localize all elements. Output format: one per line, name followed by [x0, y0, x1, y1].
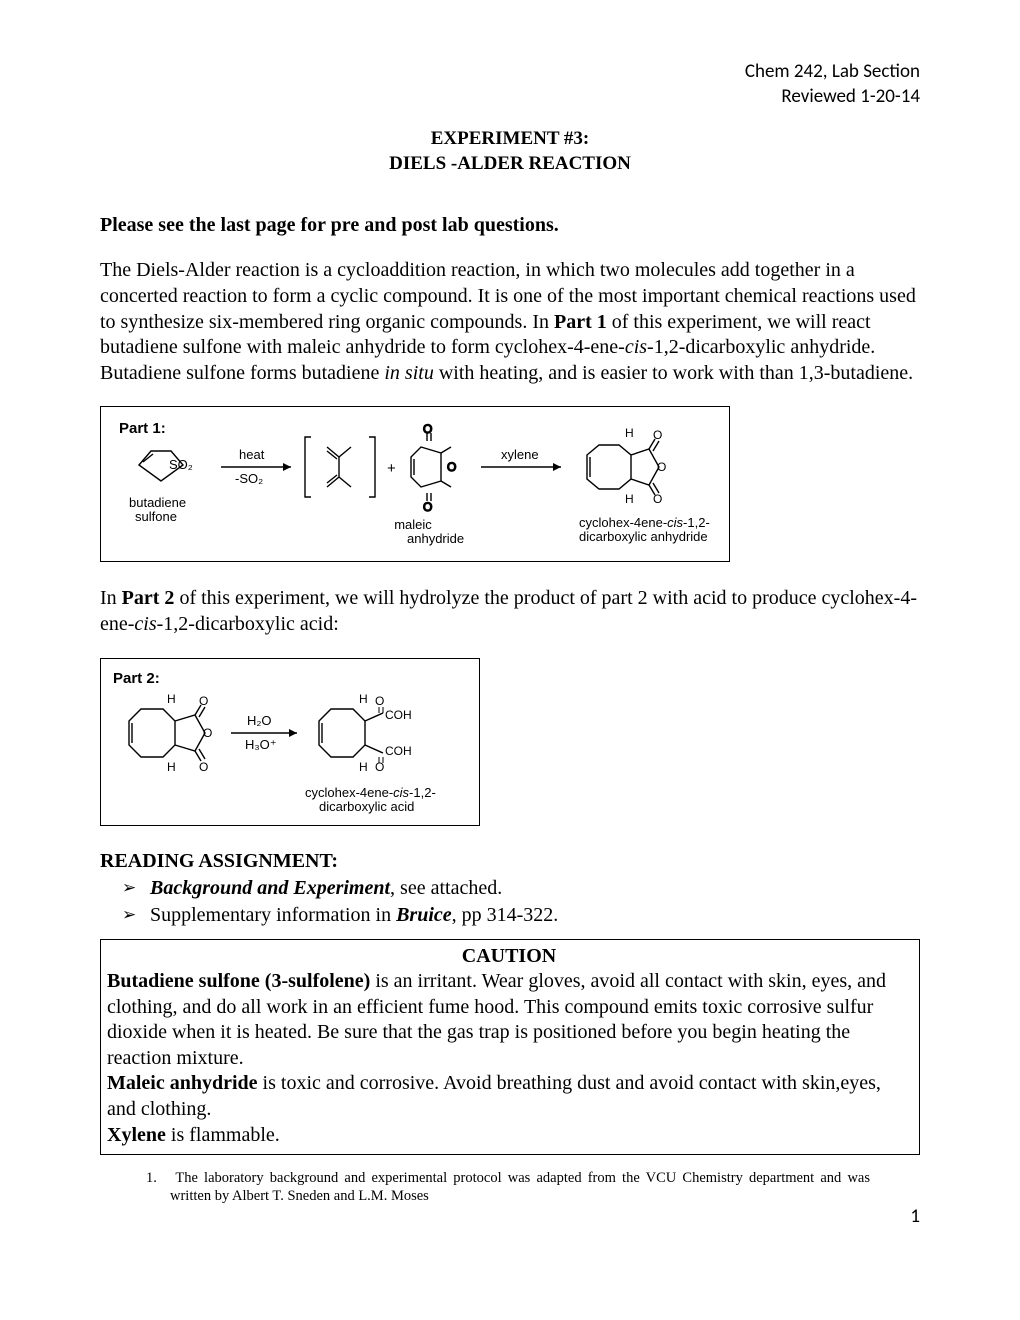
- svg-text:O: O: [199, 760, 208, 774]
- svg-text:O: O: [653, 428, 662, 442]
- fig2-product-l2: dicarboxylic acid: [319, 799, 414, 814]
- reading-2b: Bruice: [396, 904, 452, 926]
- fig1-maleic-l1: maleic: [394, 517, 432, 532]
- intro-insitu: in situ: [384, 362, 433, 384]
- fig1-product-l2: dicarboxylic anhydride: [579, 529, 708, 544]
- svg-text:O: O: [423, 500, 432, 514]
- figure-part1-svg: Part 1: SO₂ butadiene sulfone heat -SO₂ …: [101, 407, 731, 563]
- reading-header: READING ASSIGNMENT:: [100, 850, 920, 873]
- fig1-heat: heat: [239, 447, 265, 462]
- title-block: EXPERIMENT #3: DIELS -ALDER REACTION: [100, 127, 920, 176]
- fig1-part-label: Part 1:: [119, 420, 166, 437]
- caution-s1: Butadiene sulfone (3-sulfolene) is an ir…: [107, 969, 911, 1071]
- figure-part2-svg: Part 2: O O O H H H₂O H₃O⁺: [101, 659, 481, 827]
- fig2-part-label: Part 2:: [113, 670, 160, 687]
- part2-paragraph: In Part 2 of this experiment, we will hy…: [100, 586, 920, 637]
- svg-text:O: O: [657, 460, 666, 474]
- intro-cis: cis: [625, 336, 647, 358]
- fig1-maleic-l2: anhydride: [407, 531, 464, 546]
- fig2-coh1: COH: [385, 708, 412, 722]
- figure-part1: Part 1: SO₂ butadiene sulfone heat -SO₂ …: [100, 406, 730, 562]
- reading-list: Background and Experiment, see attached.…: [100, 875, 920, 929]
- svg-text:H: H: [625, 492, 634, 506]
- caution-box: CAUTION Butadiene sulfone (3-sulfolene) …: [100, 939, 920, 1156]
- intro-paragraph: The Diels-Alder reaction is a cycloaddit…: [100, 258, 920, 386]
- reading-item-1: Background and Experiment, see attached.: [150, 875, 920, 902]
- fig1-product-l1: cyclohex-4ene-cis-1,2-: [579, 515, 710, 530]
- reading-1a: Background and Experiment: [150, 877, 390, 899]
- caution-s2: Maleic anhydride is toxic and corrosive.…: [107, 1071, 911, 1122]
- prelab-notice: Please see the last page for pre and pos…: [100, 213, 920, 239]
- p2-a: In: [100, 587, 122, 609]
- svg-text:O: O: [423, 422, 432, 436]
- svg-text:H: H: [625, 426, 634, 440]
- fig2-h3o: H₃O⁺: [245, 737, 277, 752]
- c-s1a: Butadiene sulfone (3-sulfolene): [107, 970, 370, 992]
- svg-text:H: H: [167, 692, 176, 706]
- reading-1b: , see attached.: [390, 877, 502, 899]
- header-line1: Chem 242, Lab Section: [100, 60, 920, 85]
- svg-text:O: O: [447, 460, 456, 474]
- intro-text-g: with heating, and is easier to work with…: [434, 362, 913, 384]
- fig2-h2o: H₂O: [247, 713, 272, 728]
- svg-text:H: H: [359, 760, 368, 774]
- fig1-butadiene-l1: butadiene: [129, 495, 186, 510]
- c-s3b: is flammable.: [166, 1124, 280, 1146]
- p2-b: Part 2: [122, 587, 175, 609]
- reading-item-2: Supplementary information in Bruice, pp …: [150, 902, 920, 929]
- caution-title: CAUTION: [107, 944, 911, 970]
- footnote-num: 1.: [146, 1170, 157, 1186]
- fig1-minus-so2: -SO₂: [235, 471, 263, 486]
- svg-text:H: H: [359, 692, 368, 706]
- c-s2a: Maleic anhydride: [107, 1072, 258, 1094]
- page-number: 1: [910, 1205, 920, 1228]
- intro-part1: Part 1: [554, 311, 607, 333]
- p2-d: cis: [134, 613, 156, 635]
- fig1-xylene: xylene: [501, 447, 539, 462]
- fig1-plus: +: [387, 460, 396, 477]
- svg-text:O: O: [203, 726, 212, 740]
- svg-text:O: O: [653, 492, 662, 506]
- footnote-text: The laboratory background and experiment…: [170, 1170, 870, 1204]
- header-block: Chem 242, Lab Section Reviewed 1-20-14: [100, 60, 920, 109]
- footnote: 1. The laboratory background and experim…: [100, 1169, 870, 1205]
- header-line2: Reviewed 1-20-14: [100, 85, 920, 110]
- p2-e: -1,2-dicarboxylic acid:: [157, 613, 339, 635]
- title-line1: EXPERIMENT #3:: [100, 127, 920, 152]
- svg-text:O: O: [375, 694, 384, 708]
- reading-2a: Supplementary information in: [150, 904, 396, 926]
- svg-text:O: O: [199, 694, 208, 708]
- caution-s3: Xylene is flammable.: [107, 1123, 911, 1149]
- title-line2: DIELS -ALDER REACTION: [100, 152, 920, 177]
- svg-text:H: H: [167, 760, 176, 774]
- fig2-product-l1: cyclohex-4ene-cis-1,2-: [305, 785, 436, 800]
- fig1-butadiene-l2: sulfone: [135, 509, 177, 524]
- c-s3a: Xylene: [107, 1124, 166, 1146]
- figure-part2: Part 2: O O O H H H₂O H₃O⁺: [100, 658, 480, 826]
- reading-2c: , pp 314-322.: [452, 904, 559, 926]
- fig1-so2: SO₂: [169, 457, 193, 472]
- fig2-coh2: COH: [385, 744, 412, 758]
